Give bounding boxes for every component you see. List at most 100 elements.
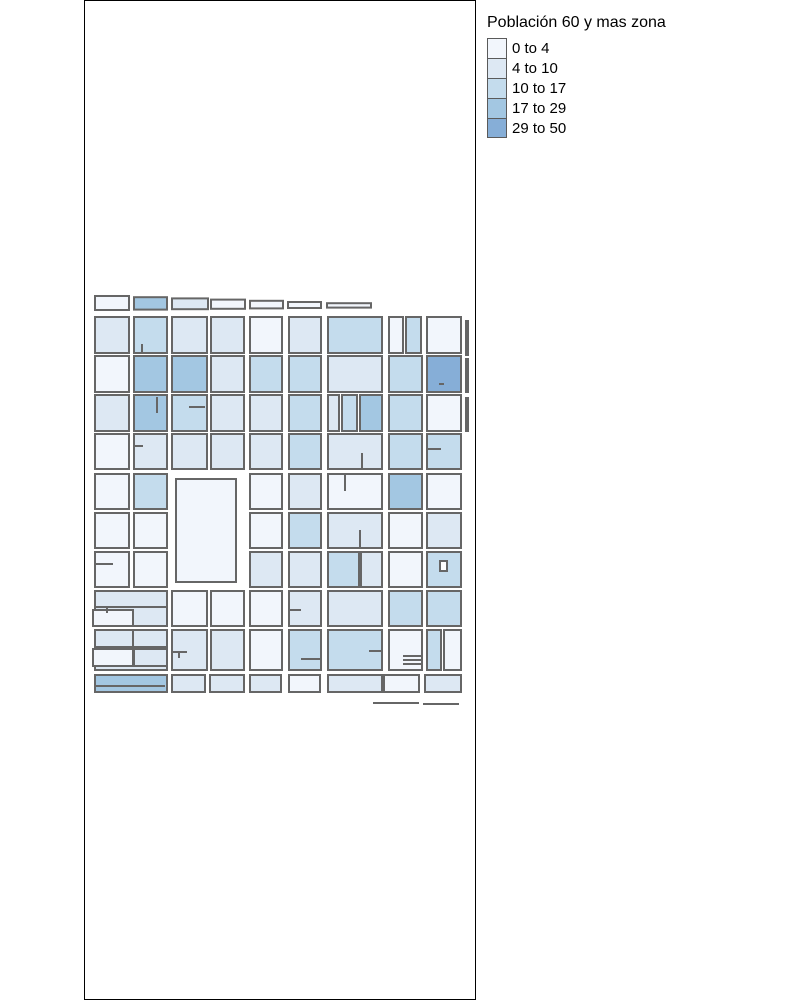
city-block bbox=[249, 512, 283, 549]
city-block bbox=[388, 551, 423, 588]
city-block bbox=[171, 590, 208, 627]
city-block bbox=[327, 433, 383, 470]
city-block bbox=[426, 433, 462, 470]
legend-label: 17 to 29 bbox=[512, 99, 567, 117]
city-block bbox=[288, 433, 322, 470]
city-block bbox=[288, 355, 322, 393]
city-block bbox=[341, 394, 358, 432]
city-block bbox=[327, 590, 383, 627]
city-block bbox=[133, 296, 168, 311]
legend-item: 29 to 50 bbox=[487, 118, 666, 138]
city-block bbox=[210, 433, 245, 470]
city-block bbox=[210, 629, 245, 671]
legend-label: 4 to 10 bbox=[512, 59, 558, 77]
city-block bbox=[424, 674, 462, 693]
city-block bbox=[388, 394, 423, 432]
city-block bbox=[209, 674, 245, 693]
city-block bbox=[249, 316, 283, 354]
city-block bbox=[327, 355, 383, 393]
city-block bbox=[94, 674, 168, 693]
city-block bbox=[92, 609, 134, 627]
city-block bbox=[388, 590, 423, 627]
legend-swatch bbox=[487, 98, 507, 118]
city-block-sliver bbox=[465, 397, 469, 432]
city-block bbox=[426, 629, 442, 671]
city-block bbox=[171, 433, 208, 470]
city-block bbox=[359, 394, 383, 432]
city-block bbox=[133, 355, 168, 393]
city-block bbox=[171, 394, 208, 432]
city-block bbox=[133, 512, 168, 549]
map-panel bbox=[84, 0, 476, 1000]
city-block bbox=[288, 674, 321, 693]
city-block bbox=[210, 316, 245, 354]
legend-label: 29 to 50 bbox=[512, 119, 567, 137]
city-block bbox=[249, 433, 283, 470]
city-block bbox=[133, 551, 168, 588]
legend-item: 10 to 17 bbox=[487, 78, 666, 98]
city-block bbox=[249, 629, 283, 671]
city-block bbox=[327, 551, 360, 588]
city-block bbox=[171, 355, 208, 393]
city-block bbox=[210, 590, 245, 627]
city-block bbox=[94, 551, 130, 588]
city-block bbox=[249, 590, 283, 627]
city-block bbox=[327, 316, 383, 354]
city-block bbox=[288, 551, 322, 588]
city-block bbox=[171, 316, 208, 354]
city-block bbox=[287, 301, 322, 309]
city-block bbox=[288, 629, 322, 671]
legend-swatch bbox=[487, 38, 507, 58]
city-block bbox=[133, 473, 168, 510]
city-block bbox=[171, 629, 208, 671]
city-block-sliver bbox=[465, 358, 469, 393]
city-block bbox=[426, 473, 462, 510]
city-block bbox=[92, 648, 134, 667]
city-block bbox=[388, 473, 423, 510]
city-block bbox=[133, 648, 168, 667]
city-block bbox=[383, 674, 420, 693]
city-block bbox=[94, 355, 130, 393]
city-block bbox=[426, 394, 462, 432]
city-block bbox=[94, 295, 130, 311]
city-block bbox=[327, 473, 383, 510]
city-block bbox=[327, 674, 383, 693]
legend-swatch bbox=[487, 58, 507, 78]
city-block bbox=[133, 433, 168, 470]
legend-label: 10 to 17 bbox=[512, 79, 567, 97]
city-block bbox=[288, 394, 322, 432]
legend-title: Población 60 y mas zona bbox=[487, 14, 666, 31]
city-block-large bbox=[175, 478, 237, 583]
city-block bbox=[443, 629, 462, 671]
block-feature bbox=[439, 560, 448, 572]
city-block bbox=[388, 512, 423, 549]
city-block bbox=[249, 299, 284, 310]
legend-swatch bbox=[487, 78, 507, 98]
city-block bbox=[171, 674, 206, 693]
city-block bbox=[210, 394, 245, 432]
city-block bbox=[288, 316, 322, 354]
city-block bbox=[388, 433, 423, 470]
legend-item: 17 to 29 bbox=[487, 98, 666, 118]
city-block bbox=[249, 473, 283, 510]
city-block bbox=[210, 355, 245, 393]
city-block bbox=[171, 297, 209, 311]
city-block bbox=[327, 394, 340, 432]
city-block bbox=[249, 674, 282, 693]
city-block bbox=[133, 394, 168, 432]
city-block bbox=[94, 316, 130, 354]
legend-swatch bbox=[487, 118, 507, 138]
city-block bbox=[288, 512, 322, 549]
city-block bbox=[94, 512, 130, 549]
city-block bbox=[426, 512, 462, 549]
city-block bbox=[327, 512, 383, 549]
city-block bbox=[210, 298, 246, 310]
city-blocks-map bbox=[92, 295, 469, 705]
city-block bbox=[388, 316, 404, 354]
legend-label: 0 to 4 bbox=[512, 39, 550, 57]
city-block bbox=[360, 551, 383, 588]
legend-item: 4 to 10 bbox=[487, 58, 666, 78]
city-block bbox=[249, 551, 283, 588]
city-block bbox=[94, 433, 130, 470]
legend-item: 0 to 4 bbox=[487, 38, 666, 58]
